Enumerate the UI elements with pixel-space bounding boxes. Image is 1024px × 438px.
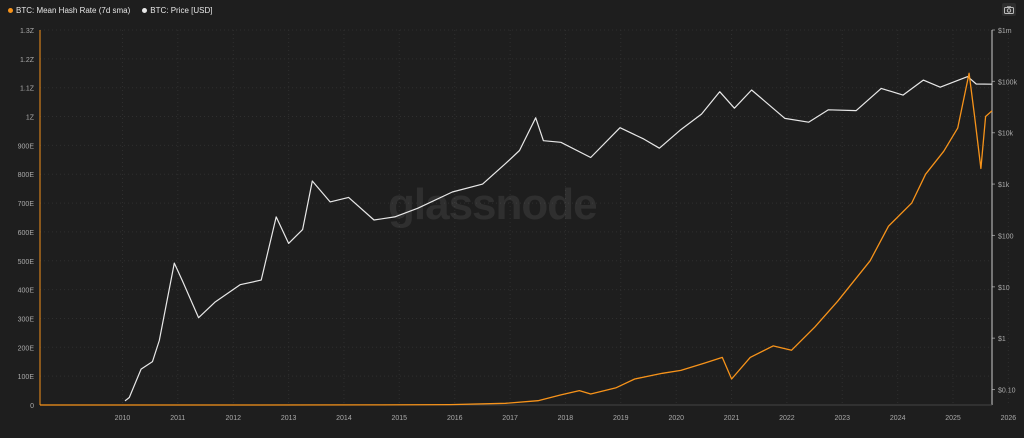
y-left-tick-label: 100E bbox=[18, 374, 35, 381]
y-right-tick-label: $10 bbox=[998, 285, 1010, 292]
x-tick-label: 2021 bbox=[724, 415, 740, 422]
series-hash-rate-line bbox=[40, 72, 993, 406]
y-right-tick-label: $1 bbox=[998, 336, 1006, 343]
y-left-tick-label: 200E bbox=[18, 345, 35, 352]
y-left-tick-label: 1.1Z bbox=[20, 86, 35, 93]
x-tick-label: 2013 bbox=[281, 415, 297, 422]
y-right-tick-label: $10k bbox=[998, 131, 1014, 138]
x-tick-label: 2016 bbox=[447, 415, 463, 422]
y-right-tick-label: $0.10 bbox=[998, 388, 1016, 395]
y-right-tick-label: $100 bbox=[998, 233, 1014, 240]
x-tick-label: 2025 bbox=[945, 415, 961, 422]
x-tick-label: 2023 bbox=[834, 415, 850, 422]
y-left-tick-label: 400E bbox=[18, 288, 35, 295]
camera-icon bbox=[1004, 5, 1014, 14]
y-left-tick-label: 800E bbox=[18, 172, 35, 179]
price-dot-icon bbox=[142, 7, 148, 13]
y-left-tick-label: 1.2Z bbox=[20, 57, 35, 64]
x-tick-label: 2024 bbox=[890, 415, 906, 422]
y-left-tick-label: 700E bbox=[18, 201, 35, 208]
hash-rate-dot-icon bbox=[8, 7, 13, 13]
x-tick-label: 2014 bbox=[336, 415, 352, 422]
y-left-tick-label: 1.3Z bbox=[20, 28, 35, 35]
y-left-tick-label: 500E bbox=[18, 259, 35, 266]
legend-hash-rate-label: BTC: Mean Hash Rate (7d sma) bbox=[16, 5, 131, 15]
x-tick-label: 2022 bbox=[779, 415, 795, 422]
chart-legend: BTC: Mean Hash Rate (7d sma) BTC: Price … bbox=[8, 3, 213, 17]
x-tick-label: 2012 bbox=[225, 415, 241, 422]
x-tick-label: 2018 bbox=[558, 415, 574, 422]
y-left-tick-label: 0 bbox=[30, 403, 34, 410]
x-tick-label: 2017 bbox=[502, 415, 518, 422]
y-left-tick-label: 900E bbox=[18, 143, 35, 150]
legend-item-hash-rate[interactable]: BTC: Mean Hash Rate (7d sma) bbox=[8, 6, 130, 15]
x-tick-label: 2015 bbox=[391, 415, 407, 422]
legend-price-label: BTC: Price [USD] bbox=[150, 5, 213, 15]
x-tick-label: 2019 bbox=[613, 415, 629, 422]
x-tick-label: 2011 bbox=[170, 415, 185, 422]
y-right-tick-label: $1k bbox=[998, 182, 1010, 189]
legend-item-price[interactable]: BTC: Price [USD] bbox=[142, 5, 213, 15]
x-tick-label: 2026 bbox=[1001, 415, 1017, 422]
y-left-tick-label: 600E bbox=[18, 230, 35, 237]
x-tick-label: 2020 bbox=[668, 415, 684, 422]
y-left-tick-label: 300E bbox=[18, 316, 35, 323]
series-price-line bbox=[124, 76, 993, 402]
y-right-tick-label: $1m bbox=[998, 28, 1012, 35]
camera-button[interactable] bbox=[1002, 3, 1016, 16]
y-left-tick-label: 1Z bbox=[26, 115, 35, 122]
x-tick-label: 2010 bbox=[115, 415, 131, 422]
y-right-tick-label: $100k bbox=[998, 79, 1018, 86]
